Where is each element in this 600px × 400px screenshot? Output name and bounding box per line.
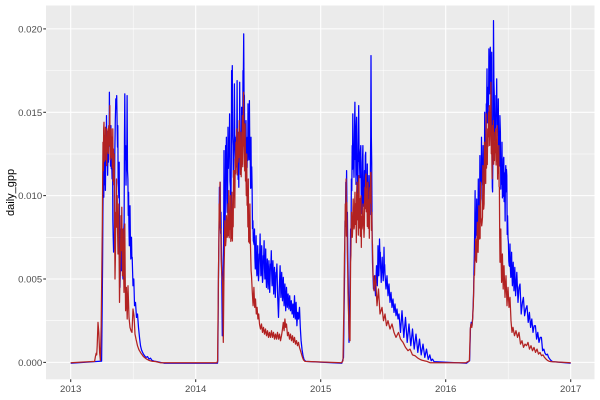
svg-text:0.010: 0.010 xyxy=(18,191,42,202)
svg-text:2013: 2013 xyxy=(60,384,81,395)
svg-text:2014: 2014 xyxy=(185,384,207,395)
svg-text:daily_gpp: daily_gpp xyxy=(5,169,17,216)
svg-text:0.000: 0.000 xyxy=(18,358,42,369)
svg-text:2016: 2016 xyxy=(435,384,456,395)
svg-text:0.020: 0.020 xyxy=(18,25,42,36)
svg-text:2015: 2015 xyxy=(310,384,331,395)
svg-text:0.015: 0.015 xyxy=(18,108,42,119)
svg-text:2017: 2017 xyxy=(560,384,581,395)
svg-text:0.005: 0.005 xyxy=(18,275,42,286)
